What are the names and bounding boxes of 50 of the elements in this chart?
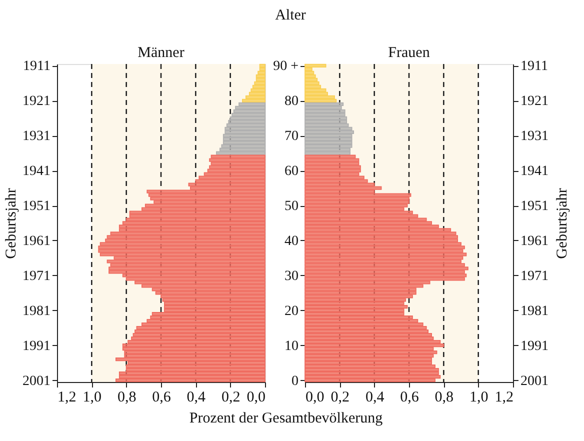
y-tick-label: 10 — [284, 338, 298, 354]
y-tick-label: 40 — [284, 234, 298, 249]
x-tick-label: 1,2 — [494, 390, 514, 406]
y-tick-label: 60 — [284, 164, 298, 180]
y2-tick-label: 1971 — [520, 268, 548, 284]
y-tick-label: 1991 — [22, 338, 50, 354]
x-tick-label: 1,0 — [469, 390, 488, 406]
x-tick-label: 0,0 — [306, 390, 324, 406]
y2-tick-label: 1951 — [520, 199, 548, 214]
x-tick-label: 1,2 — [58, 390, 76, 406]
x-tick-label: 0,6 — [400, 390, 420, 406]
x-tick-label: 0,0 — [246, 390, 266, 406]
y-axis-title: Alter — [275, 8, 306, 24]
y2-tick-label: 1941 — [520, 164, 548, 180]
y-tick-label: 30 — [284, 268, 298, 284]
x-tick-label: 0,6 — [152, 390, 172, 406]
y-tick-label: 1941 — [22, 164, 50, 180]
y-tick-label: 80 — [284, 94, 298, 110]
x-tick-label: 1,0 — [82, 390, 102, 406]
y-tick-label: 1981 — [22, 304, 50, 319]
y2-tick-label: 2001 — [520, 374, 548, 389]
y2-tick-label: 1991 — [520, 338, 548, 354]
x-tick-label: 0,4 — [365, 390, 385, 406]
y-tick-label: 1911 — [23, 59, 50, 74]
y2-tick-label: 1981 — [520, 304, 548, 319]
x-tick-label: 0,2 — [330, 390, 350, 406]
y2-tick-label: 1961 — [520, 234, 548, 249]
y-tick-label: 90 + — [273, 59, 299, 74]
y-tick-label: 2001 — [22, 374, 50, 389]
y2-tick-label: 1931 — [520, 129, 548, 144]
y-axis-title: Geburtsjahr — [4, 188, 20, 259]
x-tick-label: 0,2 — [221, 390, 240, 406]
y2-axis-title: Geburtsjahr — [554, 188, 570, 259]
x-tick-label: 0,8 — [117, 390, 136, 406]
y-tick-label: 1951 — [22, 199, 50, 214]
y-tick-label: 50 — [284, 199, 298, 214]
y-tick-label: 1961 — [22, 234, 50, 249]
y2-tick-label: 1911 — [520, 59, 548, 74]
chart-title: Frauen — [388, 45, 430, 61]
y-tick-label: 20 — [284, 304, 298, 319]
x-axis-title: Prozent der Gesamtbevölkerung — [189, 410, 384, 426]
y-tick-label: 1921 — [22, 94, 50, 110]
y-tick-label: 70 — [284, 129, 298, 144]
y-tick-label: 1971 — [22, 268, 50, 284]
y-tick-label: 1931 — [22, 129, 50, 144]
y2-tick-label: 1921 — [520, 94, 548, 110]
x-tick-label: 0,8 — [434, 390, 454, 406]
chart-title: Männer — [138, 45, 184, 61]
y-tick-label: 0 — [292, 374, 298, 389]
x-tick-label: 0,4 — [186, 390, 206, 406]
